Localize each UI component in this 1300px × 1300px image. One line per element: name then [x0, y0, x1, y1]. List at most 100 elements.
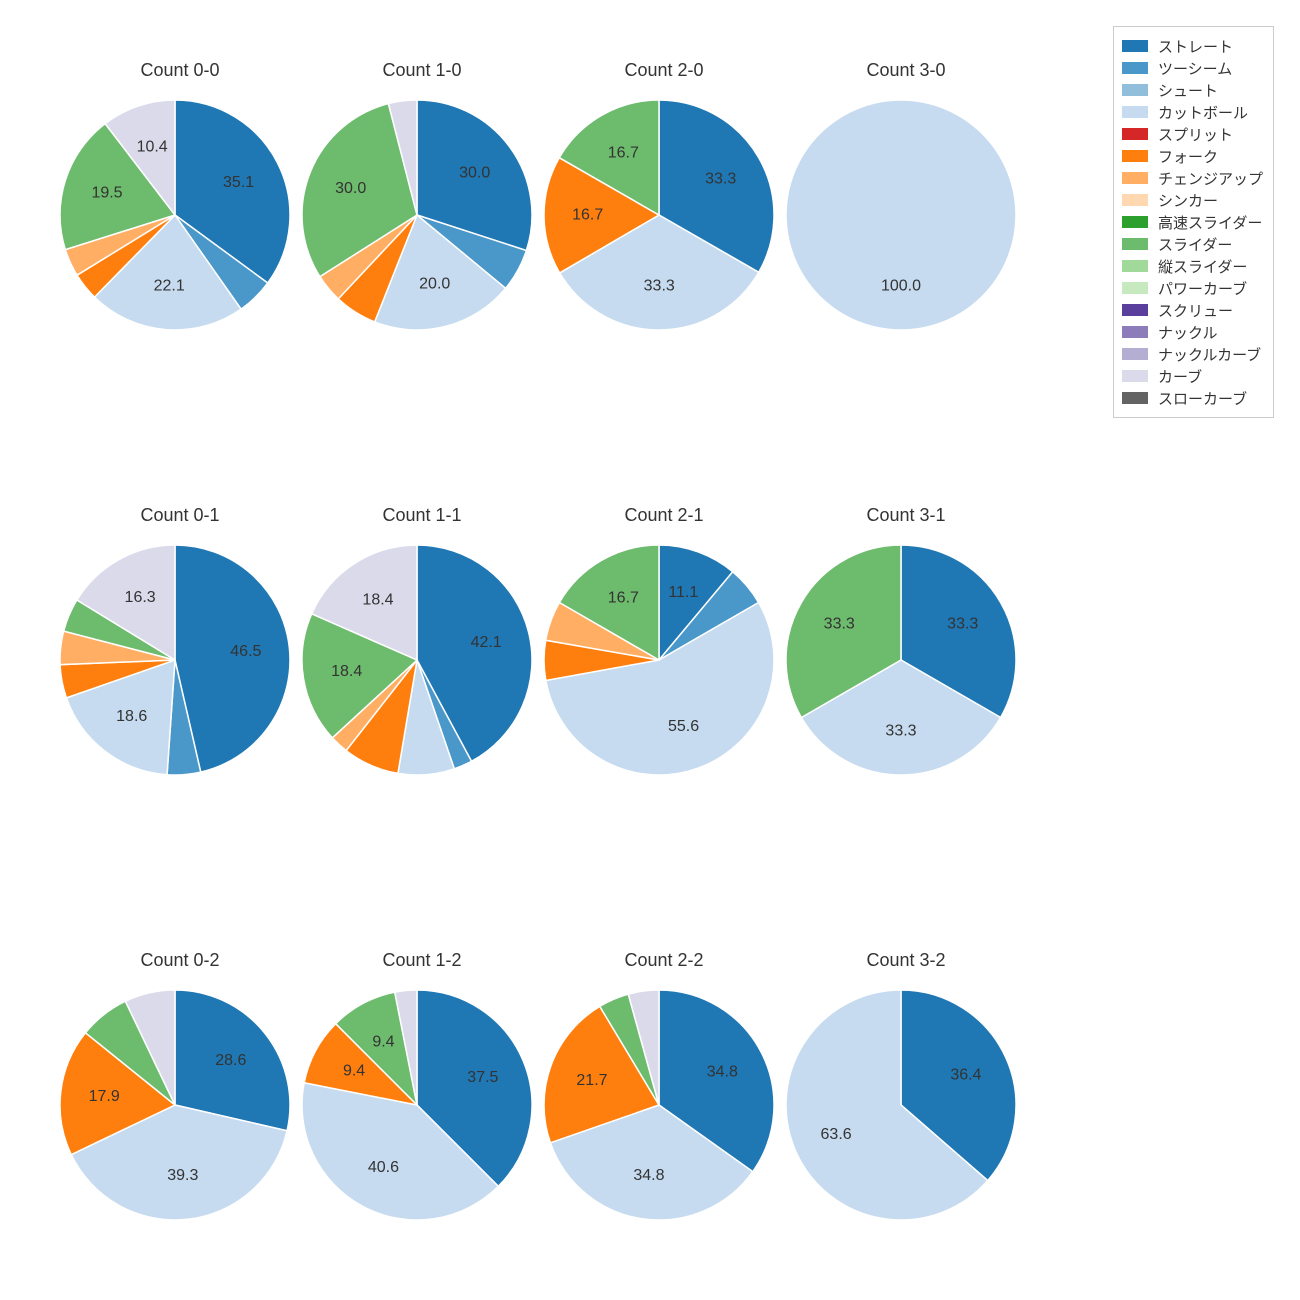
legend-item-shoot: シュート [1122, 79, 1263, 101]
legend-item-slowcurve: スローカーブ [1122, 387, 1263, 409]
legend-label: 縦スライダー [1158, 256, 1247, 277]
legend-item-vslider: 縦スライダー [1122, 255, 1263, 277]
legend-label: ストレート [1158, 36, 1233, 57]
legend-label: 高速スライダー [1158, 212, 1262, 233]
pie-slice-label: 33.3 [644, 278, 675, 295]
pie-slice-label: 55.6 [668, 718, 699, 735]
pie-chart: Count 2-234.834.821.7 [544, 950, 784, 1270]
pie-svg: 35.122.119.510.4 [60, 100, 290, 330]
pie-slice-label: 33.3 [824, 616, 855, 633]
pie-slice-label: 30.0 [335, 180, 366, 197]
legend-label: スライダー [1158, 234, 1232, 255]
pie-slice-label: 33.3 [885, 723, 916, 740]
pie-svg: 100.0 [786, 100, 1016, 330]
pie-slice-label: 17.9 [89, 1088, 120, 1105]
pie-slice-label: 28.6 [215, 1052, 246, 1069]
pie-chart: Count 1-1 42.118.418.4 [302, 505, 542, 825]
pie-title: Count 3-0 [786, 60, 1026, 81]
legend-label: シュート [1158, 80, 1218, 101]
legend-item-split: スプリット [1122, 123, 1263, 145]
legend-item-screw: スクリュー [1122, 299, 1263, 321]
pie-chart: Count 1-030.020.030.0 [302, 60, 542, 380]
pie-slice-label: 33.3 [947, 616, 978, 633]
legend-swatch [1122, 348, 1148, 360]
pie-slice-label: 30.0 [459, 164, 490, 181]
legend-label: スクリュー [1158, 300, 1233, 321]
pie-svg: 34.834.821.7 [544, 990, 774, 1220]
legend-swatch [1122, 282, 1148, 294]
pie-slice-label: 46.5 [230, 643, 261, 660]
pie-slice-label: 34.8 [707, 1064, 738, 1081]
legend-item-twoseam: ツーシーム [1122, 57, 1263, 79]
pie-slice-label: 42.1 [471, 634, 502, 651]
legend-swatch [1122, 128, 1148, 140]
legend-swatch [1122, 84, 1148, 96]
pie-title: Count 1-2 [302, 950, 542, 971]
pie-slice-label: 19.5 [91, 185, 122, 202]
legend-label: カーブ [1158, 366, 1202, 387]
pie-title: Count 2-0 [544, 60, 784, 81]
pie-slice-label: 63.6 [821, 1126, 852, 1143]
legend-swatch [1122, 40, 1148, 52]
legend-label: カットボール [1158, 102, 1248, 123]
pie-svg: 33.333.316.716.7 [544, 100, 774, 330]
pie-slice-label: 33.3 [705, 171, 736, 188]
pie-svg: 30.0 20.0 30.0 [302, 100, 532, 330]
pie-svg: 11.1 55.6 16.7 [544, 545, 774, 775]
legend-label: ナックル [1158, 322, 1218, 343]
pie-slice-label: 11.1 [668, 584, 698, 601]
pie-title: Count 0-0 [60, 60, 300, 81]
pie-svg: 28.6 39.3 17.9 [60, 990, 290, 1220]
legend-swatch [1122, 238, 1148, 250]
pie-slice-label: 36.4 [950, 1067, 981, 1084]
legend-item-cutball: カットボール [1122, 101, 1263, 123]
pie-svg: 46.518.616.3 [60, 545, 290, 775]
pie-title: Count 1-1 [302, 505, 542, 526]
legend: ストレートツーシームシュートカットボールスプリットフォークチェンジアップシンカー… [1113, 26, 1274, 418]
pie-slice-label: 9.4 [343, 1063, 365, 1080]
legend-swatch [1122, 194, 1148, 206]
legend-swatch [1122, 172, 1148, 184]
pie-slice-label: 39.3 [167, 1167, 198, 1184]
legend-swatch [1122, 106, 1148, 118]
pie-svg: 42.118.418.4 [302, 545, 532, 775]
legend-label: ナックルカーブ [1158, 344, 1261, 365]
legend-label: シンカー [1158, 190, 1218, 211]
pie-svg: 33.3 33.3 33.3 [786, 545, 1016, 775]
legend-swatch [1122, 304, 1148, 316]
pie-slice-label: 16.7 [608, 589, 639, 606]
legend-item-powercurve: パワーカーブ [1122, 277, 1263, 299]
pie-slice-label: 40.6 [368, 1159, 399, 1176]
pie-svg: 37.540.69.49.4 [302, 990, 532, 1220]
pie-slice-label: 16.7 [608, 145, 639, 162]
pie-chart: Count 3-133.333.333.3 [786, 505, 1026, 825]
pie-slice-label: 16.3 [125, 589, 156, 606]
legend-item-sinker: シンカー [1122, 189, 1263, 211]
legend-swatch [1122, 260, 1148, 272]
pie-chart: Count 2-1 11.1 55.6 16.7 [544, 505, 784, 825]
legend-swatch [1122, 150, 1148, 162]
pie-slice-label: 37.5 [467, 1069, 498, 1086]
legend-item-slider: スライダー [1122, 233, 1263, 255]
legend-label: ツーシーム [1158, 58, 1232, 79]
legend-item-changeup: チェンジアップ [1122, 167, 1263, 189]
pie-title: Count 0-2 [60, 950, 300, 971]
pie-svg: 36.4 63.6 [786, 990, 1016, 1220]
legend-item-fork: フォーク [1122, 145, 1263, 167]
pie-slice-label: 35.1 [223, 174, 254, 191]
pie-title: Count 0-1 [60, 505, 300, 526]
pie-chart: Count 0-0 35.122.119.510.4 [60, 60, 300, 380]
chart-canvas: Count 0-035.122.119.510.4Count 1-030.020… [0, 0, 1300, 1300]
legend-label: スローカーブ [1158, 388, 1247, 409]
pie-chart: Count 3-236.463.6 [786, 950, 1026, 1270]
pie-title: Count 2-1 [544, 505, 784, 526]
pie-title: Count 2-2 [544, 950, 784, 971]
legend-item-fastslider: 高速スライダー [1122, 211, 1263, 233]
pie-slice-label: 34.8 [633, 1167, 664, 1184]
legend-item-curve: カーブ [1122, 365, 1263, 387]
pie-slice-label: 20.0 [419, 275, 450, 292]
pie-slice-cutball [786, 100, 1016, 330]
legend-label: フォーク [1158, 146, 1218, 167]
pie-chart: Count 0-1 46.518.616.3 [60, 505, 300, 825]
legend-item-knuckle: ナックル [1122, 321, 1263, 343]
